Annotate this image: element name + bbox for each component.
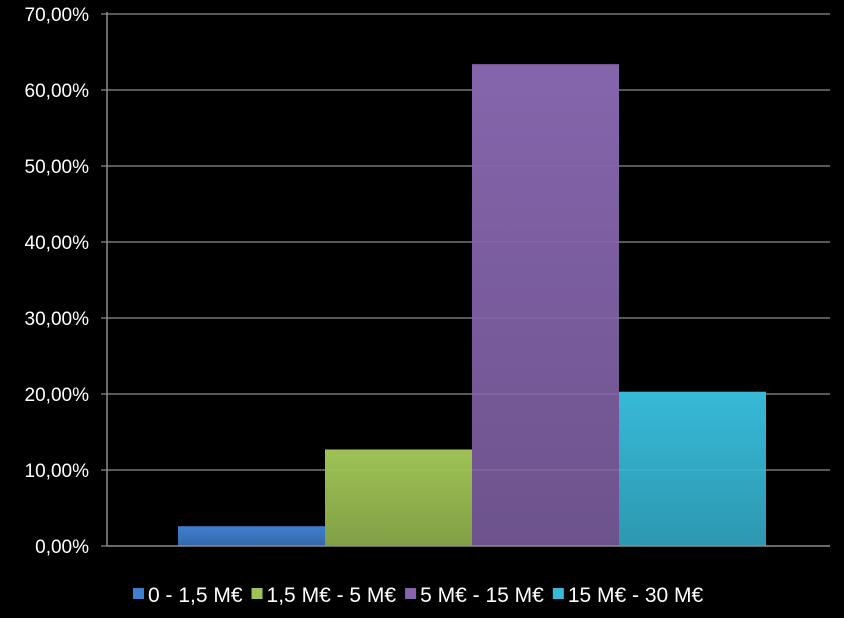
y-tick-label: 70,00% bbox=[25, 5, 90, 26]
y-tick-label: 60,00% bbox=[25, 81, 90, 102]
gridlines bbox=[107, 13, 830, 471]
axes bbox=[101, 12, 830, 547]
y-tick-label: 30,00% bbox=[25, 309, 90, 330]
y-tick-label: 50,00% bbox=[25, 157, 90, 178]
legend-label: 1,5 M€ - 5 M€ bbox=[267, 584, 397, 607]
legend-swatch bbox=[133, 588, 144, 599]
y-tick-label: 10,00% bbox=[25, 461, 90, 482]
bar bbox=[178, 526, 325, 546]
legend-label: 0 - 1,5 M€ bbox=[148, 584, 243, 607]
y-tick-label: 40,00% bbox=[25, 233, 90, 254]
legend-label: 5 M€ - 15 M€ bbox=[420, 584, 544, 607]
legend-swatch bbox=[251, 588, 263, 599]
y-tick-label: 0,00% bbox=[35, 537, 89, 558]
bar bbox=[325, 449, 472, 546]
legend: 0 - 1,5 M€ 1,5 M€ - 5 M€ 5 M€ - 15 M€ 15 M€… bbox=[133, 584, 704, 607]
legend-swatch bbox=[405, 588, 417, 599]
legend-swatch bbox=[552, 588, 564, 599]
y-tick-label: 20,00% bbox=[25, 385, 90, 406]
legend-label: 15 M€ - 30 M€ bbox=[568, 584, 704, 607]
bar bbox=[472, 64, 619, 546]
y-tick-labels: 0,00% 10,00% 20,00% 30,00% 40,00% 50,00% 60,00… bbox=[25, 5, 90, 558]
bar bbox=[619, 391, 766, 546]
bars bbox=[178, 64, 766, 546]
